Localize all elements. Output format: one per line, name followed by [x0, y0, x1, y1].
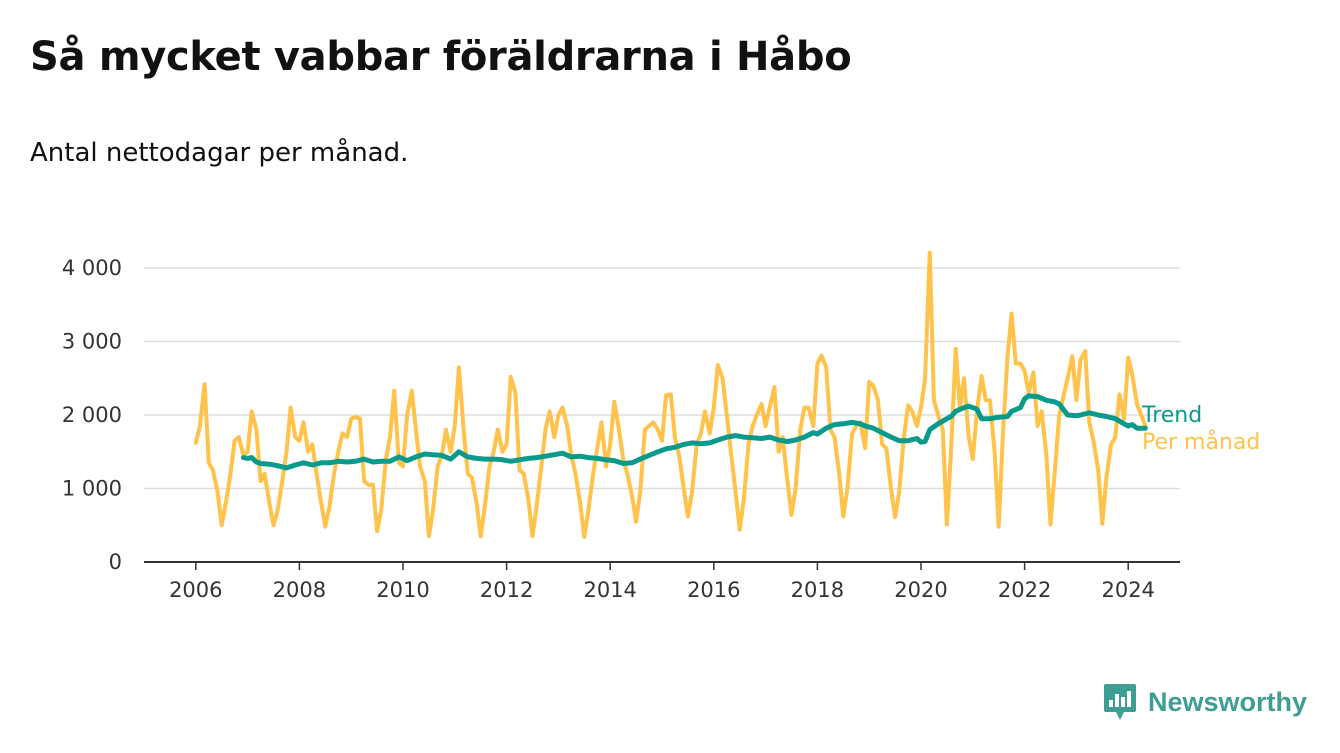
y-tick-label-0: 0 [109, 550, 122, 574]
series-label-trend: Trend [1141, 403, 1202, 428]
x-tick-label-0: 2006 [169, 578, 222, 602]
x-tick-label-5: 2016 [687, 578, 740, 602]
brand-name: Newsworthy [1148, 686, 1308, 717]
chart-title: Så mycket vabbar föräldrarna i Håbo [30, 34, 852, 80]
x-tick-label-4: 2014 [583, 578, 636, 602]
y-tick-label-2: 2 000 [62, 403, 122, 427]
y-tick-label-3: 3 000 [62, 330, 122, 354]
y-tick-label-1: 1 000 [62, 477, 122, 501]
x-tick-label-2: 2010 [376, 578, 429, 602]
x-tick-label-6: 2018 [791, 578, 844, 602]
newsworthy-brand: Newsworthy [1102, 682, 1307, 722]
series-label-per-m-nad: Per månad [1142, 429, 1260, 455]
axis-layer: 0 1 000 2 000 3 000 4 000 2006 2008 2010 2012 201… [62, 256, 1180, 602]
series-line-trend [241, 393, 1148, 471]
newsworthy-logo-icon [1104, 684, 1136, 720]
y-tick-label-4: 4 000 [62, 256, 122, 280]
chart-subtitle: Antal nettodagar per månad. [30, 138, 409, 168]
series-line-per-m-nad [193, 250, 1148, 539]
series-layer [193, 250, 1148, 539]
x-tick-label-9: 2024 [1101, 578, 1154, 602]
x-tick-label-8: 2022 [998, 578, 1051, 602]
x-tick-label-3: 2012 [480, 578, 533, 602]
x-tick-label-7: 2020 [894, 578, 947, 602]
x-tick-label-1: 2008 [273, 578, 326, 602]
